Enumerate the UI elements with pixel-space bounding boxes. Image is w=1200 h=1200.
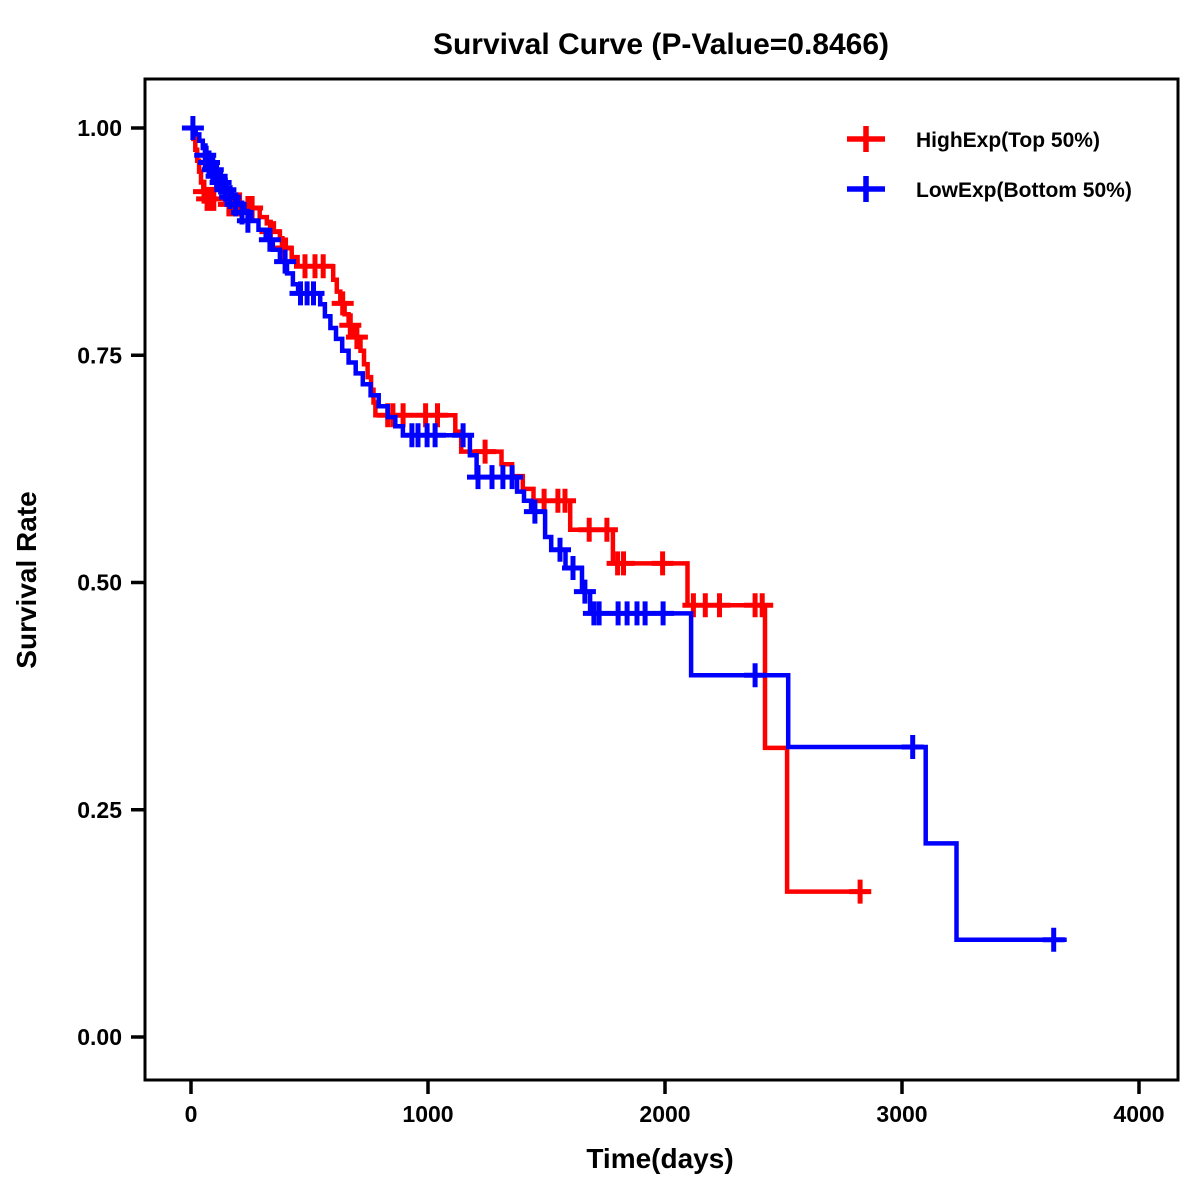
km-curve-lowexp [191,125,1067,942]
chart-title: Survival Curve (P-Value=0.8466) [433,28,889,61]
y-tick-label: 0.50 [77,570,122,596]
x-tick-label: 3000 [876,1101,927,1127]
km-curves [181,116,1067,952]
y-tick-label: 0.25 [77,797,122,823]
legend: HighExp(Top 50%) LowExp(Bottom 50%) [847,126,1132,202]
censor-marks-highexp [193,179,872,904]
censor-marks-lowexp [181,116,1065,952]
y-axis-ticks: 1.00 0.75 0.50 0.25 0.00 [77,115,145,1050]
x-axis-ticks: 0 1000 2000 3000 4000 [185,1080,1165,1127]
legend-marker-lowexp-plus-icon [847,176,885,202]
y-tick-label: 1.00 [77,115,122,141]
x-tick-label: 0 [185,1101,198,1127]
legend-marker-highexp-plus-icon [847,126,885,152]
legend-label-highexp: HighExp(Top 50%) [916,129,1100,152]
y-tick-label: 0.75 [77,342,122,368]
x-tick-label: 2000 [639,1101,690,1127]
y-axis-label: Survival Rate [11,491,42,668]
x-tick-label: 1000 [402,1101,453,1127]
x-axis-label: Time(days) [586,1143,733,1174]
x-tick-label: 4000 [1113,1101,1164,1127]
y-tick-label: 0.00 [77,1024,122,1050]
legend-label-lowexp: LowExp(Bottom 50%) [916,179,1132,202]
plot-panel-border [143,77,1180,1082]
